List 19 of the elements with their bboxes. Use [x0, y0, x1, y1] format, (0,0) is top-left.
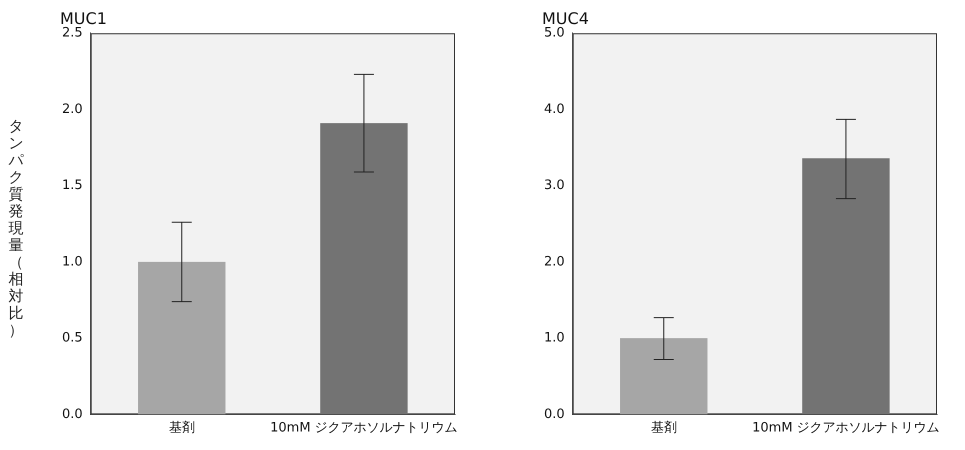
text: タンパク質発現量（相対比）	[8, 117, 24, 339]
y-tick-label: 5.0	[544, 26, 565, 41]
chart-title: MUC4	[542, 8, 589, 28]
y-tick-label: 1.0	[544, 330, 565, 346]
y-tick-label: 2.0	[62, 102, 83, 117]
x-tick-label: 10mM ジクアホソルナトリウム	[752, 420, 940, 436]
y-tick-label: 1.5	[62, 178, 83, 194]
y-tick-label: 2.0	[544, 254, 565, 270]
y-tick-label: 4.0	[544, 102, 565, 117]
y-tick-label: 0.0	[62, 406, 83, 422]
x-tick-label: 基剤	[650, 420, 677, 436]
x-tick-label: 10mM ジクアホソルナトリウム	[270, 420, 458, 436]
x-tick-label: 基剤	[168, 420, 195, 436]
y-tick-label: 3.0	[544, 178, 565, 194]
chart-title: MUC1	[60, 8, 107, 28]
y-tick-label: 2.5	[62, 26, 83, 41]
y-tick-label: 0.5	[62, 330, 83, 346]
y-tick-label: 1.0	[62, 254, 83, 270]
y-tick-label: 0.0	[544, 406, 565, 422]
